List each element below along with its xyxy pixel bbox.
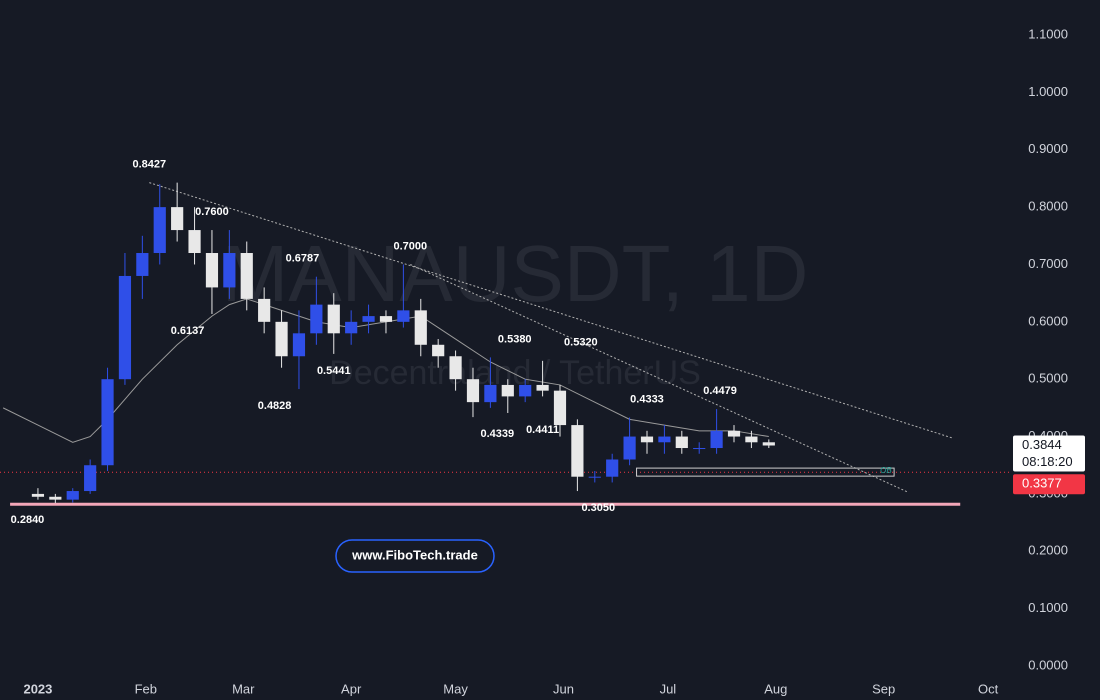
y-tick-label: 0.1000 (1028, 600, 1068, 615)
candle-body (258, 298, 271, 322)
x-tick-label: Oct (978, 681, 999, 696)
y-tick-label: 0.0000 (1028, 657, 1068, 672)
candle-body (379, 316, 393, 322)
candle-body (327, 304, 340, 334)
last-price-box (1013, 435, 1085, 472)
candle-body (223, 253, 236, 288)
candle-body (710, 430, 723, 449)
peak-label: 0.6137 (171, 325, 205, 337)
candle-body (553, 390, 567, 426)
last-price-label: 0.3844 (1022, 437, 1062, 452)
peak-label: 0.8427 (132, 159, 166, 171)
peak-label: 0.4411 (526, 424, 559, 436)
candle-body (136, 253, 149, 276)
candle-body (675, 436, 688, 449)
y-tick-label: 0.8000 (1028, 199, 1068, 214)
trendline (410, 264, 909, 493)
y-tick-label: 0.7000 (1028, 256, 1068, 271)
y-tick-label: 0.5000 (1028, 371, 1068, 386)
x-tick-label: Apr (341, 681, 362, 696)
candle-body (31, 493, 45, 497)
candle-body (432, 344, 445, 357)
candle-body (240, 253, 253, 299)
y-tick-label: 0.2000 (1028, 543, 1068, 558)
countdown-label: 08:18:20 (1022, 454, 1073, 469)
candle-body (519, 384, 532, 397)
link-button[interactable] (335, 539, 495, 573)
candle-body (762, 442, 775, 446)
x-tick-label: Jul (660, 681, 677, 696)
x-tick-label: Aug (764, 681, 787, 696)
candle-body (588, 476, 601, 478)
candle-body (606, 459, 619, 477)
x-tick-label: May (443, 681, 468, 696)
candle-body (362, 316, 375, 322)
candle-body (310, 304, 323, 334)
candle-body (727, 430, 741, 437)
candle-body (101, 379, 114, 466)
peak-label: 0.4339 (481, 428, 515, 440)
peak-label: 0.5320 (564, 337, 598, 349)
order-block-label: OB (880, 466, 892, 475)
peak-label: 0.7600 (195, 206, 229, 218)
candle-body (275, 321, 288, 357)
peak-label: 0.6787 (286, 253, 320, 265)
peak-label: 0.5380 (498, 333, 532, 345)
candle-body (414, 310, 427, 345)
x-tick-label: Feb (135, 681, 157, 696)
peak-label: 0.7000 (394, 240, 428, 252)
candle-body (571, 425, 584, 477)
link-text[interactable]: www.FiboTech.trade (351, 547, 478, 562)
candle-body (205, 253, 219, 288)
x-tick-label: Sep (872, 681, 895, 696)
candle-body (449, 356, 462, 380)
peak-label: 0.2840 (11, 514, 45, 526)
peak-label: 0.5441 (317, 365, 351, 377)
watermark-symbol: MANAUSDT, 1D (222, 229, 809, 318)
y-tick-label: 1.0000 (1028, 84, 1068, 99)
x-tick-label: Mar (232, 681, 255, 696)
candle-body (693, 448, 706, 450)
peak-label: 0.4333 (630, 393, 664, 405)
candle-body (171, 207, 184, 231)
candle-body (345, 321, 358, 334)
y-tick-label: 0.6000 (1028, 313, 1068, 328)
candle-body (118, 275, 132, 380)
watermark-name: Decentraland / TetherUS (329, 354, 701, 392)
peak-label: 0.4479 (703, 385, 737, 397)
candle-body (153, 207, 166, 254)
peak-label: 0.3050 (581, 502, 615, 514)
marker-price-box (1013, 474, 1085, 495)
x-tick-label: 2023 (23, 681, 52, 696)
candle-body (623, 436, 636, 460)
marker-price-label: 0.3377 (1022, 476, 1062, 491)
trendline (149, 182, 954, 439)
candle-body (84, 465, 97, 492)
candle-body (292, 333, 306, 357)
candle-body (66, 491, 79, 500)
candle-body (484, 384, 497, 403)
y-tick-label: 0.9000 (1028, 141, 1068, 156)
candle-body (466, 379, 480, 403)
x-tick-label: Jun (553, 681, 574, 696)
order-block (636, 467, 895, 477)
peak-label: 0.4828 (258, 400, 292, 412)
candle-body (188, 230, 201, 254)
candle-body (397, 310, 410, 322)
candle-body (501, 384, 514, 397)
candle-body (658, 436, 671, 443)
candle-body (745, 436, 758, 443)
y-tick-label: 1.1000 (1028, 26, 1068, 41)
candle-body (536, 384, 549, 391)
candle-body (49, 496, 62, 500)
candle-body (640, 436, 654, 443)
